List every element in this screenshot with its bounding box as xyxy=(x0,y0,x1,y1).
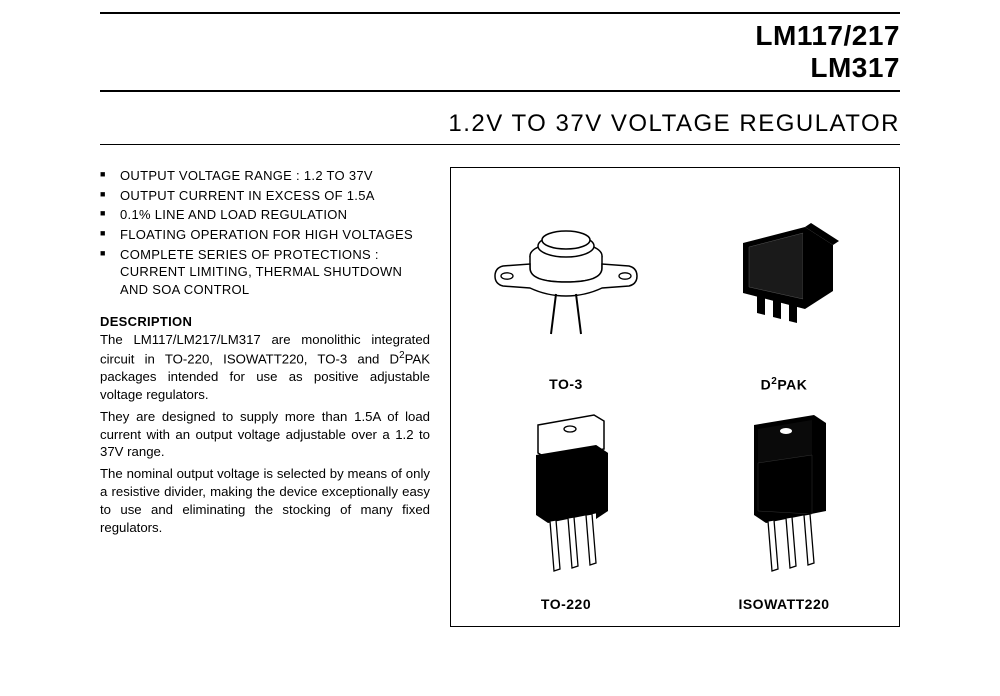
package-icon-d2pak xyxy=(675,178,893,373)
right-column: TO-3 xyxy=(450,167,900,627)
description-para: They are designed to supply more than 1.… xyxy=(100,408,430,461)
package-label: TO-3 xyxy=(549,376,583,392)
package-icon-to220 xyxy=(457,398,675,594)
title-block: LM117/217 LM317 xyxy=(100,20,900,84)
part-number-line-1: LM117/217 xyxy=(100,20,900,52)
feature-item: FLOATING OPERATION FOR HIGH VOLTAGES xyxy=(100,226,430,244)
package-box: TO-3 xyxy=(450,167,900,627)
package-label: TO-220 xyxy=(541,596,591,612)
feature-item: OUTPUT CURRENT IN EXCESS OF 1.5A xyxy=(100,187,430,205)
package-icon-to3 xyxy=(457,178,675,374)
package-label: D2PAK xyxy=(761,376,808,393)
package-label: ISOWATT220 xyxy=(738,596,829,612)
left-column: OUTPUT VOLTAGE RANGE : 1.2 TO 37V OUTPUT… xyxy=(100,167,430,627)
description-block: DESCRIPTION The LM117/LM217/LM317 are mo… xyxy=(100,314,430,536)
part-number-line-2: LM317 xyxy=(100,52,900,84)
feature-item: OUTPUT VOLTAGE RANGE : 1.2 TO 37V xyxy=(100,167,430,185)
package-cell-to220: TO-220 xyxy=(457,398,675,612)
package-cell-to3: TO-3 xyxy=(457,178,675,392)
features-list: OUTPUT VOLTAGE RANGE : 1.2 TO 37V OUTPUT… xyxy=(100,167,430,298)
feature-item: COMPLETE SERIES OF PROTECTIONS : CURRENT… xyxy=(100,246,430,299)
package-icon-isowatt220 xyxy=(675,398,893,594)
feature-item: 0.1% LINE AND LOAD REGULATION xyxy=(100,206,430,224)
description-para: The nominal output voltage is selected b… xyxy=(100,465,430,536)
subtitle-rule xyxy=(100,144,900,145)
mid-rule xyxy=(100,90,900,92)
content-row: OUTPUT VOLTAGE RANGE : 1.2 TO 37V OUTPUT… xyxy=(100,167,900,627)
package-cell-isowatt220: ISOWATT220 xyxy=(675,398,893,612)
package-cell-d2pak: D2PAK xyxy=(675,178,893,392)
top-rule xyxy=(100,12,900,14)
datasheet-page: LM117/217 LM317 1.2V TO 37V VOLTAGE REGU… xyxy=(0,12,1000,627)
document-subtitle: 1.2V TO 37V VOLTAGE REGULATOR xyxy=(100,110,900,138)
description-heading: DESCRIPTION xyxy=(100,314,430,329)
description-para: The LM117/LM217/LM317 are monolithic int… xyxy=(100,331,430,404)
